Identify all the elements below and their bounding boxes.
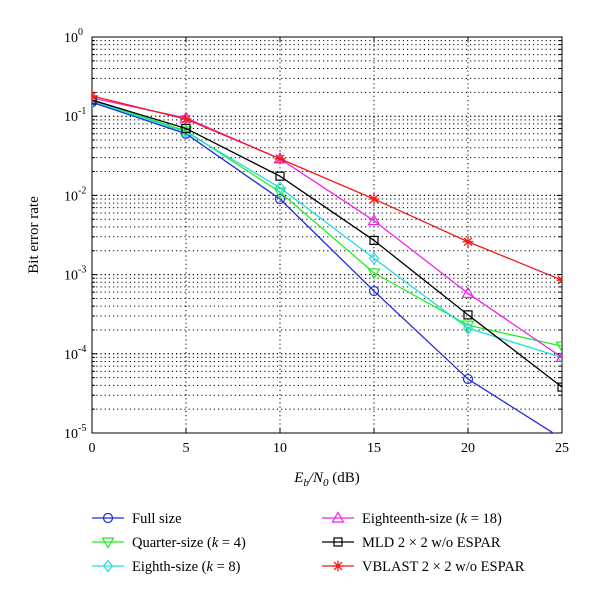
legend-entry: Eighth-size (k = 8) bbox=[92, 559, 241, 575]
axes: 0 5 10 15 20 25 100 10-1 10-2 10-3 10-4 10-5 bbox=[64, 27, 569, 456]
series-line bbox=[92, 99, 562, 347]
y-axis-label: Bit error rate bbox=[26, 196, 42, 274]
legend-label: Eighth-size (k = 8) bbox=[132, 559, 241, 575]
legend: Full size Quarter-size (k = 4) Eighth-size… bbox=[92, 511, 525, 575]
plot-frame bbox=[91, 36, 563, 434]
y-tick-label: 10-3 bbox=[64, 265, 86, 284]
legend-label: Quarter-size (k = 4) bbox=[132, 535, 246, 551]
data-point bbox=[462, 236, 474, 248]
data-point bbox=[368, 251, 380, 265]
data-point bbox=[180, 113, 192, 125]
x-tick-label: 5 bbox=[183, 441, 190, 456]
data-point bbox=[274, 193, 286, 205]
series-5 bbox=[92, 90, 562, 286]
x-tick-label: 0 bbox=[89, 441, 96, 456]
grid bbox=[92, 37, 562, 433]
x-tick-label: 15 bbox=[367, 441, 381, 456]
series-line bbox=[92, 99, 562, 388]
y-tick-label: 10-5 bbox=[64, 423, 86, 442]
data-point bbox=[92, 90, 98, 102]
legend-label: Eighteenth-size (k = 18) bbox=[362, 511, 502, 527]
series-line bbox=[92, 101, 555, 433]
data-point bbox=[555, 350, 562, 363]
data-point bbox=[274, 181, 286, 195]
data-point bbox=[368, 285, 380, 297]
y-tick-label: 10-4 bbox=[64, 344, 86, 363]
legend-swatch-marker bbox=[332, 560, 344, 572]
legend-entry: VBLAST 2 × 2 w/o ESPAR bbox=[322, 559, 525, 575]
series-2 bbox=[92, 94, 562, 364]
legend-entry: MLD 2 × 2 w/o ESPAR bbox=[322, 535, 501, 551]
series-line bbox=[92, 100, 562, 359]
series-0 bbox=[92, 97, 555, 433]
data-point bbox=[92, 95, 97, 105]
data-point bbox=[557, 382, 562, 392]
data-point bbox=[461, 286, 475, 298]
x-axis-label: Eb/N0 (dB) bbox=[293, 470, 360, 489]
legend-swatch-marker bbox=[102, 559, 114, 573]
series-layer bbox=[92, 90, 562, 433]
legend-label: VBLAST 2 × 2 w/o ESPAR bbox=[362, 559, 525, 575]
data-point bbox=[462, 321, 474, 335]
y-tick-label: 10-1 bbox=[64, 106, 86, 125]
legend-swatch-marker bbox=[333, 537, 343, 547]
y-tick-label: 100 bbox=[64, 27, 83, 46]
x-tick-label: 20 bbox=[461, 441, 475, 456]
data-point bbox=[555, 341, 562, 353]
legend-swatch-marker bbox=[101, 537, 115, 549]
series-line bbox=[92, 95, 562, 281]
data-point bbox=[556, 274, 562, 286]
legend-swatch-marker bbox=[331, 511, 345, 523]
data-point bbox=[462, 373, 474, 385]
legend-label: Full size bbox=[132, 511, 182, 527]
data-point bbox=[275, 171, 285, 181]
data-point bbox=[367, 268, 381, 280]
legend-swatch-marker bbox=[102, 512, 114, 524]
x-tick-label: 10 bbox=[273, 441, 287, 456]
legend-entry: Eighteenth-size (k = 18) bbox=[322, 511, 502, 527]
legend-entry: Full size bbox=[92, 511, 182, 527]
data-point bbox=[369, 235, 379, 246]
data-point bbox=[274, 153, 286, 165]
series-4 bbox=[92, 95, 562, 392]
legend-entry: Quarter-size (k = 4) bbox=[92, 535, 246, 551]
data-point bbox=[368, 193, 380, 205]
data-point bbox=[367, 213, 381, 226]
series-line bbox=[92, 97, 562, 358]
x-tick-label: 25 bbox=[555, 441, 569, 456]
legend-label: MLD 2 × 2 w/o ESPAR bbox=[362, 535, 501, 551]
data-point bbox=[463, 310, 473, 320]
y-tick-label: 10-2 bbox=[64, 185, 86, 204]
